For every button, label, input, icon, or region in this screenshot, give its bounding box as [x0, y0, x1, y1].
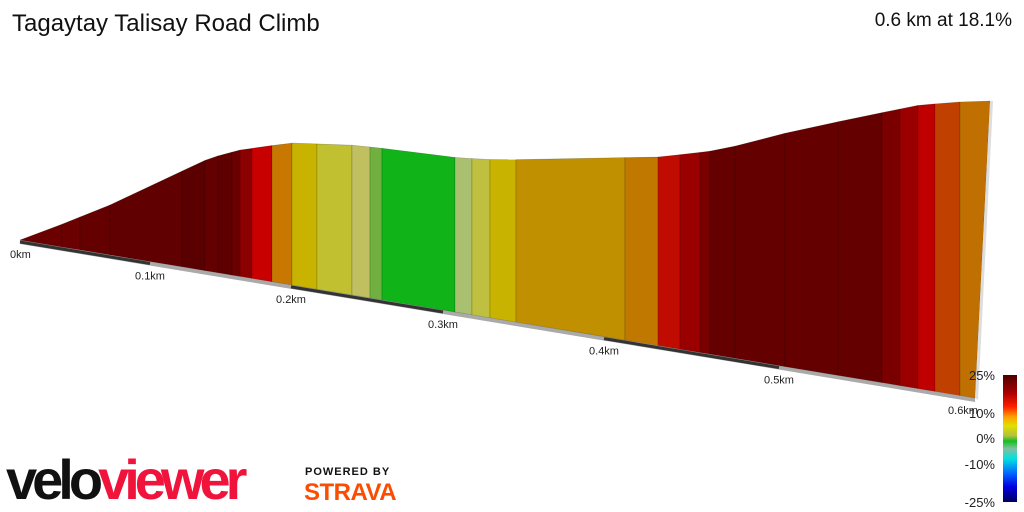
x-tick-label: 0.3km [428, 319, 458, 331]
segment-title: Tagaytay Talisay Road Climb [12, 10, 320, 37]
veloviewer-logo: veloviewer [6, 448, 247, 511]
grade-segment [837, 112, 883, 383]
grade-segment [489, 159, 517, 323]
x-tick-label: 0.2km [276, 294, 306, 306]
grade-segment [109, 170, 183, 268]
grade-segment [734, 132, 786, 367]
grade-segment [204, 155, 219, 274]
grade-segment [709, 145, 736, 359]
x-tick-label: 0.6km [948, 405, 978, 417]
grade-segment [624, 156, 659, 346]
grade-segment [79, 204, 111, 256]
grade-segment [454, 157, 473, 316]
grade-segment [679, 151, 701, 353]
grade-segment [917, 103, 936, 392]
grade-segment [899, 105, 919, 389]
legend-tick: -10% [965, 457, 996, 472]
grade-segment [251, 145, 273, 283]
km-band [19, 240, 151, 265]
grade-segment [61, 216, 81, 251]
x-tick-label: 0.1km [135, 271, 165, 283]
strava-logo: STRAVA [304, 479, 397, 506]
grade-segment [699, 150, 711, 355]
grade-segment [657, 154, 681, 350]
grade-segment [351, 144, 371, 299]
grade-segment [515, 157, 626, 341]
legend-tick: 25% [969, 368, 995, 383]
segment-summary: 0.6 km at 18.1% [874, 10, 1012, 31]
grade-segment [316, 143, 353, 296]
legend-tick: 10% [969, 406, 995, 421]
grade-segment [784, 121, 839, 376]
grade-segment [471, 158, 491, 319]
x-tick-label: 0.4km [589, 346, 619, 358]
grade-segment [239, 147, 253, 279]
grade-segment [369, 146, 383, 301]
x-tick-label: 0.5km [764, 375, 794, 387]
x-tick-label: 0km [10, 249, 31, 261]
legend-tick: 0% [976, 431, 995, 446]
powered-by-label: POWERED BY [305, 466, 391, 478]
grade-legend-bar [1003, 375, 1017, 502]
legend-tick: -25% [965, 495, 996, 510]
grade-segment [934, 101, 961, 396]
grade-segment [881, 108, 901, 386]
grade-segment [271, 142, 293, 286]
km-band [603, 337, 780, 370]
grade-segment [231, 149, 241, 277]
grade-segment [381, 147, 456, 313]
grade-segment [291, 142, 318, 290]
grade-segment [217, 151, 233, 276]
grade-segment [181, 159, 206, 271]
km-band [290, 285, 444, 314]
profile-end-face [975, 101, 993, 400]
